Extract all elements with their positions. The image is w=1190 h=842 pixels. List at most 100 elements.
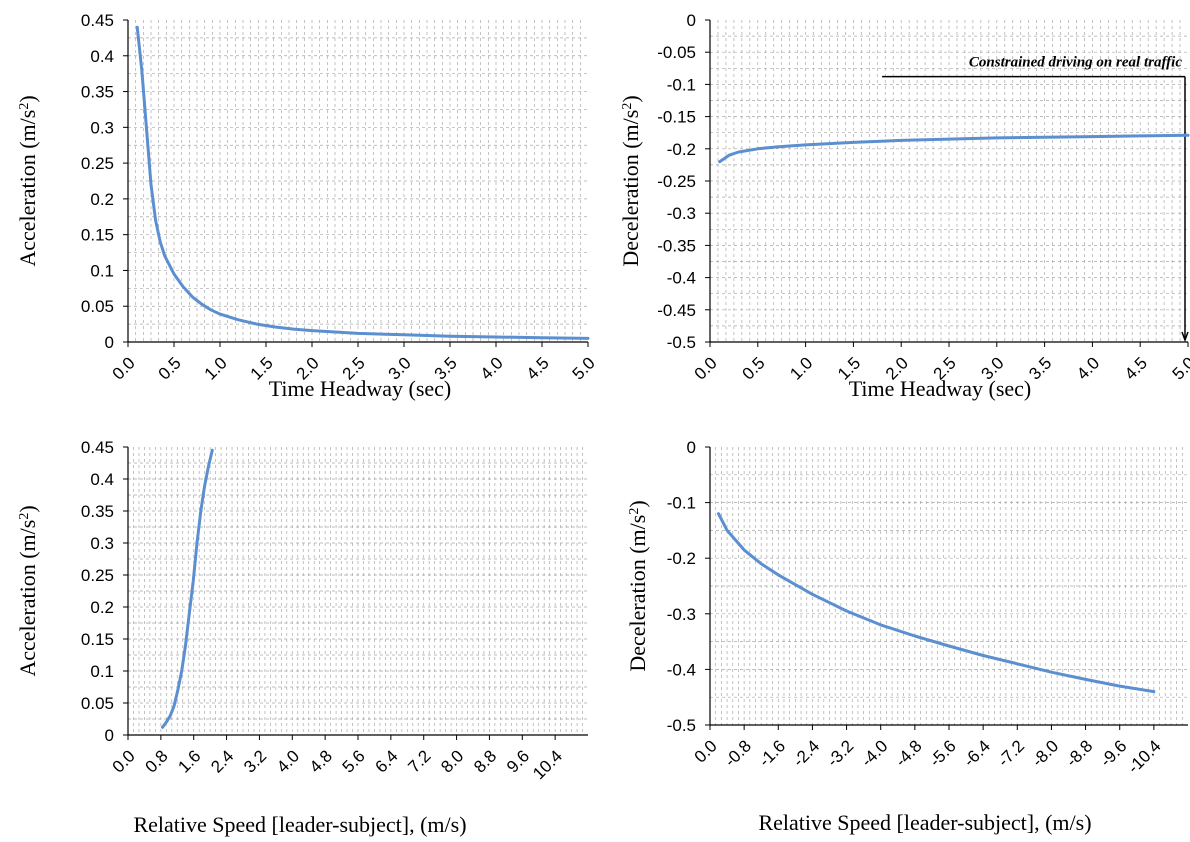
x-tick-label: -5.6	[926, 736, 960, 770]
series-layer	[135, 25, 590, 340]
x-axis-title: Relative Speed [leader-subject], (m/s)	[758, 810, 1091, 835]
y-tick-label: 0.1	[90, 261, 114, 280]
chart-acceleration-vs-time-headway: 0 0.05 0.1 0.15 0.2 0.25 0.3 0.35 0.4 0.45 0.0 0.5…	[15, 11, 599, 401]
y-tick-label: -0.3	[667, 204, 696, 223]
y-tick-label: 0.3	[90, 118, 114, 137]
x-tick-label: 3.2	[240, 746, 270, 776]
x-tick-label: 2.4	[207, 746, 237, 776]
x-tick-label: 1.6	[174, 746, 204, 776]
x-tick-label: -10.4	[1124, 736, 1165, 777]
chart-grid	[710, 447, 1188, 725]
y-tick-label: -0.2	[667, 140, 696, 159]
y-tick-label: -0.3	[667, 605, 696, 624]
y-tick-labels: 0 0.05 0.1 0.15 0.2 0.25 0.3 0.35 0.4 0.45	[81, 438, 114, 745]
y-tick-label: 0	[105, 726, 114, 745]
y-tick-label: 0.25	[81, 566, 114, 585]
x-tick-label: 1.0	[201, 353, 231, 383]
y-tick-labels: 0 0.05 0.1 0.15 0.2 0.25 0.3 0.35 0.4 0.45	[81, 11, 114, 352]
y-tick-label: -0.35	[657, 236, 696, 255]
y-tick-label: 0.2	[90, 190, 114, 209]
x-tick-label: 1.0	[786, 353, 816, 383]
y-axis-title: Deceleration (m/s2)	[625, 500, 650, 671]
chart-axes	[705, 446, 1188, 730]
chart-grid	[710, 20, 1188, 342]
chart-axes	[123, 446, 588, 740]
x-axis-title: Relative Speed [leader-subject], (m/s)	[133, 812, 466, 837]
chart-grid	[128, 20, 588, 342]
y-axis-title-end: )	[618, 95, 643, 102]
y-tick-label: 0.3	[90, 534, 114, 553]
chart-axes	[123, 19, 589, 347]
y-tick-label: 0.4	[90, 47, 114, 66]
x-tick-label: 0.0	[691, 353, 721, 383]
x-tick-label: 4.5	[523, 353, 553, 383]
y-tick-label: 0	[687, 11, 696, 30]
x-tick-label: 4.0	[477, 353, 507, 383]
y-tick-label: -0.2	[667, 549, 696, 568]
y-axis-title-base: Acceleration (m/s	[15, 110, 40, 267]
series-line	[135, 25, 590, 340]
x-tick-label: 8.0	[437, 746, 467, 776]
y-tick-labels: 0 -0.1 -0.2 -0.3 -0.4 -0.5	[667, 438, 696, 735]
y-axis-title-end: )	[15, 95, 40, 102]
y-tick-label: -0.5	[667, 716, 696, 735]
y-tick-label: -0.45	[657, 301, 696, 320]
y-tick-label: -0.1	[667, 494, 696, 513]
x-axis-title: Time Headway (sec)	[269, 376, 451, 401]
x-tick-label: 0.8	[142, 746, 172, 776]
chart-deceleration-vs-relative-speed: 0 -0.1 -0.2 -0.3 -0.4 -0.5 0.0 -0.8 -1.6 -2.4 -3.…	[625, 438, 1188, 835]
y-tick-label: -0.05	[657, 43, 696, 62]
series-line	[718, 133, 1190, 164]
x-tick-label: 0.5	[155, 353, 185, 383]
annotation-layer: Constrained driving on real traffic	[882, 55, 1189, 343]
x-tick-label: 4.0	[1073, 353, 1103, 383]
x-tick-label: -6.4	[960, 736, 994, 770]
y-tick-label: 0.45	[81, 11, 114, 30]
x-tick-label: -1.6	[755, 736, 789, 770]
x-tick-label: 6.4	[372, 746, 402, 776]
x-tick-labels: 0.0 0.8 1.6 2.4 3.2 4.0 4.8 5.6 6.4 7.2 8.0 8.8 9.61…	[109, 746, 566, 783]
x-tick-label: -4.8	[892, 736, 926, 770]
x-tick-labels: 0.0 -0.8 -1.6 -2.4 -3.2 -4.0 -4.8 -5.6 -6.4 -7.2-…	[691, 736, 1165, 777]
y-tick-label: 0.35	[81, 83, 114, 102]
y-tick-label: -0.4	[667, 660, 696, 679]
x-tick-label: -0.8	[721, 736, 755, 770]
y-tick-label: -0.5	[667, 333, 696, 352]
x-tick-label: -2.4	[789, 736, 823, 770]
y-tick-label: 0.2	[90, 598, 114, 617]
y-axis-title-end: )	[625, 500, 650, 507]
y-tick-label: 0.15	[81, 630, 114, 649]
x-tick-label: -7.2	[994, 736, 1028, 770]
annotation-arrowhead	[1181, 331, 1189, 343]
series-layer	[717, 512, 1156, 694]
x-tick-label: 10.4	[529, 746, 566, 783]
x-tick-label: -8.8	[1062, 736, 1096, 770]
y-axis-title-end: )	[15, 505, 40, 512]
x-tick-label: -3.2	[823, 736, 857, 770]
x-tick-label: 0.5	[738, 353, 768, 383]
y-axis-title-superscript: 2	[17, 513, 32, 520]
x-tick-label: 4.8	[306, 746, 336, 776]
series-layer	[718, 133, 1190, 164]
y-tick-label: 0.25	[81, 154, 114, 173]
x-tick-label: 4.5	[1121, 353, 1151, 383]
y-tick-label: 0.4	[90, 470, 114, 489]
x-tick-label: 4.0	[273, 746, 303, 776]
chart-deceleration-vs-time-headway: Constrained driving on real traffic 0 -0.…	[618, 11, 1190, 401]
y-tick-label: 0.45	[81, 438, 114, 457]
y-axis-title-superscript: 2	[17, 103, 32, 110]
y-axis-title-base: Acceleration (m/s	[15, 520, 40, 677]
y-tick-label: -0.25	[657, 172, 696, 191]
x-tick-label: 0.0	[109, 353, 139, 383]
x-tick-label: 9.6	[503, 746, 533, 776]
series-line	[717, 512, 1156, 694]
x-tick-label: 5.6	[339, 746, 369, 776]
y-tick-label: 0	[105, 333, 114, 352]
series-layer	[161, 448, 214, 729]
x-tick-label: 0.0	[109, 746, 139, 776]
y-tick-label: -0.4	[667, 269, 696, 288]
y-tick-label: 0.05	[81, 297, 114, 316]
x-tick-label: 0.0	[691, 736, 721, 766]
y-axis-title-base: Deceleration (m/s	[618, 110, 643, 267]
